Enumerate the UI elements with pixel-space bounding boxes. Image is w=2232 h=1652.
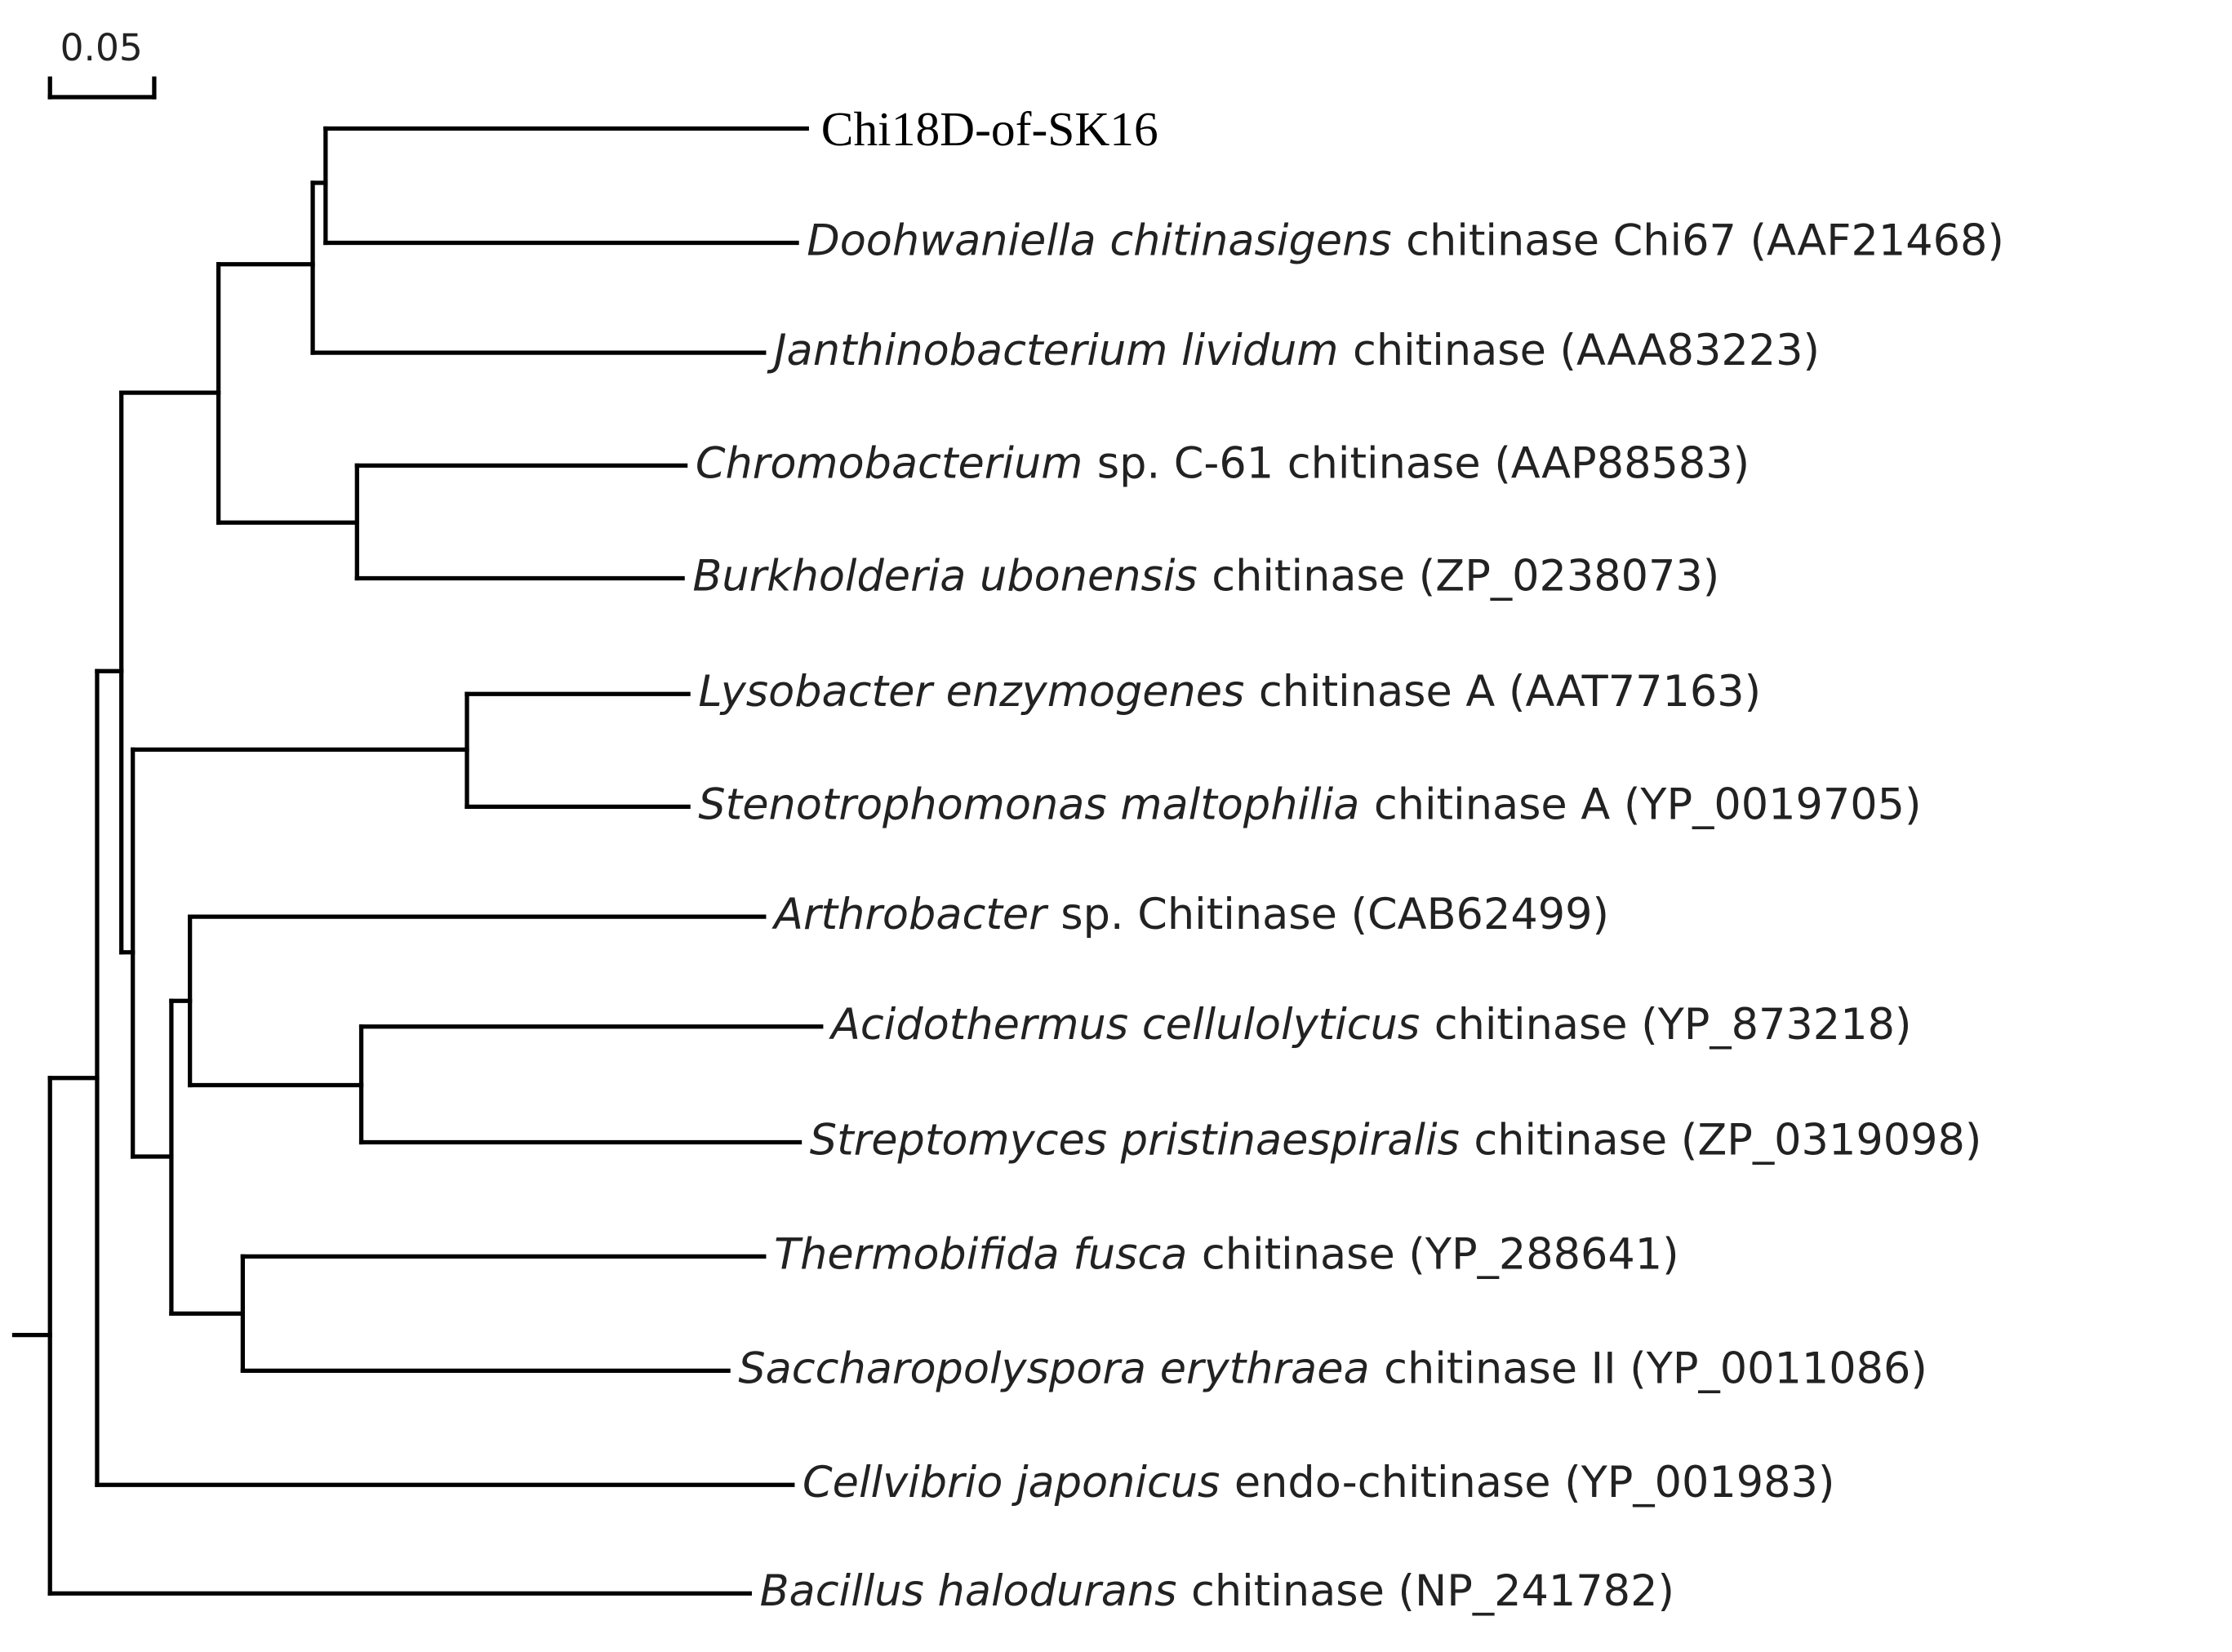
leaf-label: Burkholderia ubonensis chitinase (ZP_0238… (692, 551, 1719, 601)
species-name: Streptomyces pristinaespiralis (810, 1115, 1460, 1165)
leaf-description: chitinase (ZP_0319098) (1474, 1115, 1981, 1165)
species-name: Stenotrophomonas maltophilia (698, 779, 1359, 829)
species-name: Arthrobacter (771, 890, 1049, 939)
species-name: Chromobacterium (696, 438, 1083, 488)
leaf-label: Acidothermus cellulolyticus chitinase (YP… (829, 999, 1911, 1049)
leaf-description: chitinase (AAA83223) (1353, 326, 1820, 375)
species-name: Thermobifida fusca (774, 1229, 1187, 1279)
species-name: Janthinobacterium lividum (767, 326, 1338, 375)
leaf-description: endo-chitinase (YP_001983) (1234, 1458, 1835, 1508)
leaf-description: chitinase A (YP_0019705) (1374, 779, 1922, 829)
leaf-label: Bacillus halodurans chitinase (NP_241782) (760, 1566, 1674, 1616)
leaf-description: chitinase (YP_288641) (1202, 1229, 1679, 1279)
scale-bar: 0.05 (47, 26, 157, 100)
leaf-label: Chromobacterium sp. C-61 chitinase (AAP88… (696, 438, 1750, 488)
leaf-description: chitinase (NP_241782) (1191, 1566, 1674, 1616)
leaf-description: chitinase (YP_873218) (1434, 999, 1912, 1049)
leaf-label: Doohwaniella chitinasigens chitinase Chi6… (807, 215, 2004, 265)
leaf-description: chitinase Chi67 (AAF21468) (1406, 215, 2004, 265)
leaf-label: Stenotrophomonas maltophilia chitinase A … (698, 779, 1921, 829)
leaf-label: Cellvibrio japonicus endo-chitinase (YP_0… (803, 1458, 1834, 1508)
species-name: Lysobacter enzymogenes (698, 667, 1244, 717)
leaf-label: Lysobacter enzymogenes chitinase A (AAT77… (698, 667, 1761, 717)
species-name: Saccharopolyspora erythraea (738, 1343, 1369, 1393)
species-name: Bacillus halodurans (760, 1566, 1177, 1616)
leaf-description: sp. Chitinase (CAB62499) (1060, 890, 1609, 939)
leaf-description: chitinase A (AAT77163) (1259, 667, 1761, 717)
leaf-description: chitinase (ZP_0238073) (1212, 551, 1719, 601)
leaf-label: Saccharopolyspora erythraea chitinase II … (738, 1343, 1927, 1393)
scale-label: 0.05 (60, 26, 143, 69)
leaf-label: Thermobifida fusca chitinase (YP_288641) (774, 1229, 1679, 1279)
species-name: Burkholderia ubonensis (692, 551, 1197, 601)
leaf-description: chitinase II (YP_0011086) (1384, 1343, 1927, 1393)
leaf-label: Arthrobacter sp. Chitinase (CAB62499) (771, 890, 1609, 939)
leaf-label: Chi18D-of-SK16 (821, 102, 1158, 156)
leaf-label: Streptomyces pristinaespiralis chitinase … (810, 1115, 1982, 1165)
branches (11, 126, 824, 1596)
species-name: Cellvibrio japonicus (803, 1458, 1220, 1508)
species-name: Doohwaniella chitinasigens (807, 215, 1391, 265)
leaf-label: Janthinobacterium lividum chitinase (AAA8… (767, 326, 1820, 375)
species-name: Acidothermus cellulolyticus (829, 999, 1420, 1049)
leaf-description: sp. C-61 chitinase (AAP88583) (1097, 438, 1750, 488)
